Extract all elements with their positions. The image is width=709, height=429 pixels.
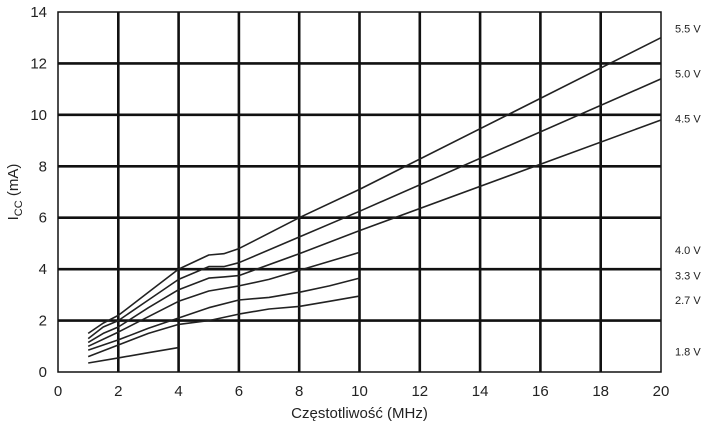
x-tick-label: 0 (54, 383, 62, 400)
x-tick-label: 18 (592, 383, 609, 400)
series-label-2: 5.0 V (675, 69, 701, 81)
series-line-7 (88, 346, 179, 364)
y-axis-title: ICC (mA) (5, 164, 25, 221)
x-tick-label: 6 (235, 383, 243, 400)
series-label-6: 2.7 V (675, 295, 701, 307)
series-label-4: 4.0 V (675, 245, 701, 257)
tick-labels: 0 2 4 6 8 10 12 14 16 18 20 0 2 4 6 8 10 12 14 (30, 4, 669, 400)
y-tick-label: 0 (39, 364, 47, 381)
x-tick-label: 4 (174, 383, 182, 400)
series-line-4 (87, 251, 360, 348)
x-tick-label: 16 (532, 383, 549, 400)
series-line-2 (87, 78, 662, 340)
y-tick-label: 4 (39, 261, 47, 278)
x-tick-label: 2 (114, 383, 122, 400)
series-label-3: 4.5 V (675, 114, 701, 126)
series-line-6 (87, 295, 360, 358)
y-tick-label: 8 (39, 158, 47, 175)
y-axis-title-main: I (5, 216, 22, 220)
series-label-7: 1.8 V (675, 346, 701, 358)
y-axis-title-subscript: CC (13, 200, 25, 216)
x-axis-title: Częstotliwość (MHz) (291, 405, 428, 422)
series-line-3 (87, 119, 662, 344)
x-tick-label: 8 (295, 383, 303, 400)
x-tick-label: 10 (351, 383, 368, 400)
series-line-1 (87, 36, 662, 335)
series-label-5: 3.3 V (675, 271, 701, 283)
y-tick-label: 12 (30, 55, 47, 72)
y-tick-label: 10 (30, 107, 47, 124)
y-tick-label: 14 (30, 4, 47, 21)
series-label-1: 5.5 V (675, 24, 701, 36)
x-tick-label: 20 (653, 383, 670, 400)
plot-frame (57, 11, 662, 373)
series-lines (87, 36, 662, 364)
y-tick-label: 2 (39, 313, 47, 330)
y-tick-label: 6 (39, 210, 47, 227)
x-tick-label: 14 (472, 383, 489, 400)
series-labels: 5.5 V 5.0 V 4.5 V 4.0 V 3.3 V 2.7 V 1.8 V (675, 24, 701, 359)
grid (58, 12, 661, 372)
y-axis-title-unit: (mA) (5, 164, 22, 201)
x-tick-label: 12 (411, 383, 428, 400)
series-line-5 (87, 277, 360, 351)
